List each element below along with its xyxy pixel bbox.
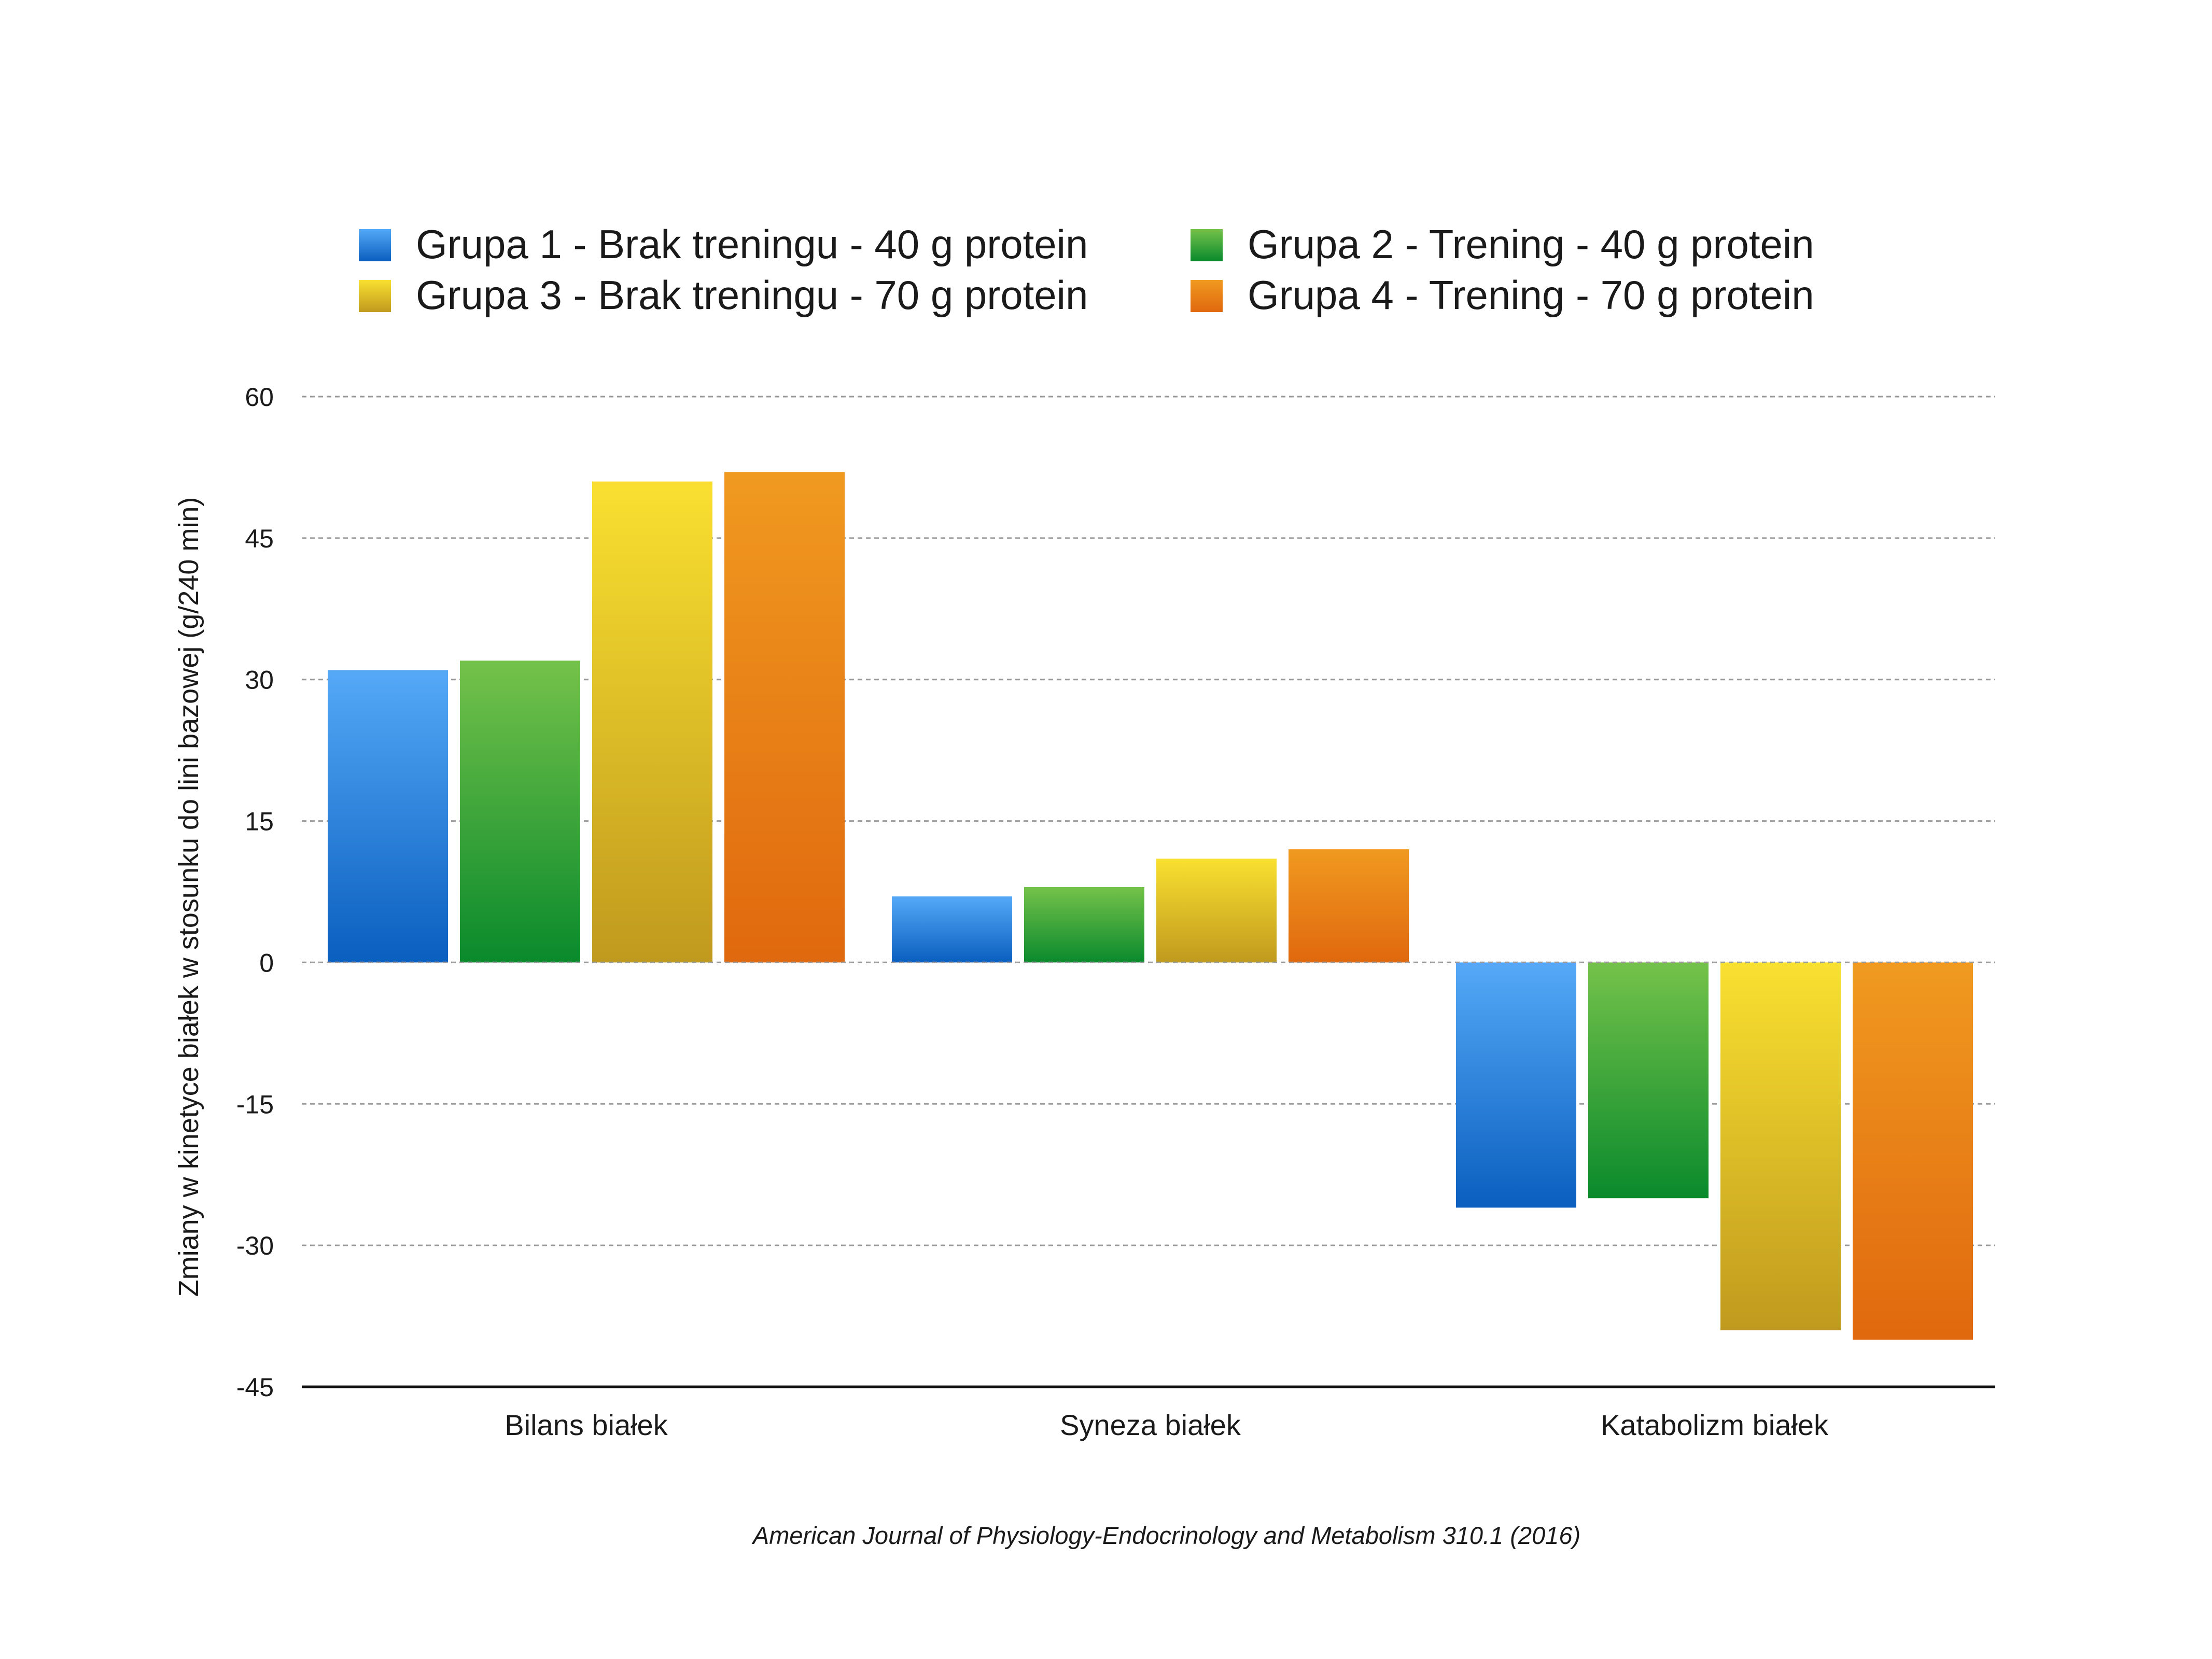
legend-label-4: Grupa 4 - Trening - 70 g protein [1248, 272, 1814, 318]
bar-2-1 [460, 660, 580, 963]
legend-swatch-3 [359, 280, 391, 312]
x-category-label: Bilans białek [505, 1409, 668, 1441]
bar-4-3 [1853, 962, 1973, 1340]
bar-1-1 [328, 670, 448, 963]
y-tick-label: 0 [259, 948, 274, 977]
x-axis-categories: Bilans białek Syneza białek Katabolizm bia… [505, 1409, 1829, 1441]
y-tick-label: -45 [236, 1373, 274, 1402]
source-citation: American Journal of Physiology-Endocrino… [751, 1522, 1580, 1549]
legend-swatch-2 [1191, 229, 1223, 261]
y-tick-label: 60 [245, 383, 274, 412]
x-category-label: Katabolizm białek [1601, 1409, 1829, 1441]
y-tick-label: 45 [245, 524, 274, 553]
bar-1-2 [892, 896, 1012, 963]
bar-2-2 [1024, 887, 1144, 963]
bar-4-2 [1289, 849, 1409, 963]
y-tick-label: -15 [236, 1090, 274, 1119]
legend-swatch-4 [1191, 280, 1223, 312]
y-axis-ticks: 60 45 30 15 0 -15 -30 -45 [236, 383, 274, 1402]
y-axis-label: Zmiany w kinetyce białek w stosunku do l… [173, 497, 204, 1297]
x-category-label: Syneza białek [1060, 1409, 1241, 1441]
bars [302, 472, 1995, 1340]
bar-2-3 [1588, 962, 1709, 1199]
legend-label-3: Grupa 3 - Brak treningu - 70 g protein [416, 272, 1088, 318]
legend-swatch-1 [359, 229, 391, 261]
bar-3-3 [1720, 962, 1841, 1330]
bar-3-2 [1156, 859, 1277, 963]
legend-label-1: Grupa 1 - Brak treningu - 40 g protein [416, 221, 1088, 267]
y-tick-label: -30 [236, 1231, 274, 1260]
bar-3-1 [592, 481, 712, 963]
legend-label-2: Grupa 2 - Trening - 40 g protein [1248, 221, 1814, 267]
y-tick-label: 15 [245, 807, 274, 836]
bar-1-3 [1456, 962, 1576, 1208]
bar-4-1 [724, 472, 845, 963]
y-tick-label: 30 [245, 666, 274, 695]
legend: Grupa 1 - Brak treningu - 40 g protein Gr… [359, 221, 1814, 318]
